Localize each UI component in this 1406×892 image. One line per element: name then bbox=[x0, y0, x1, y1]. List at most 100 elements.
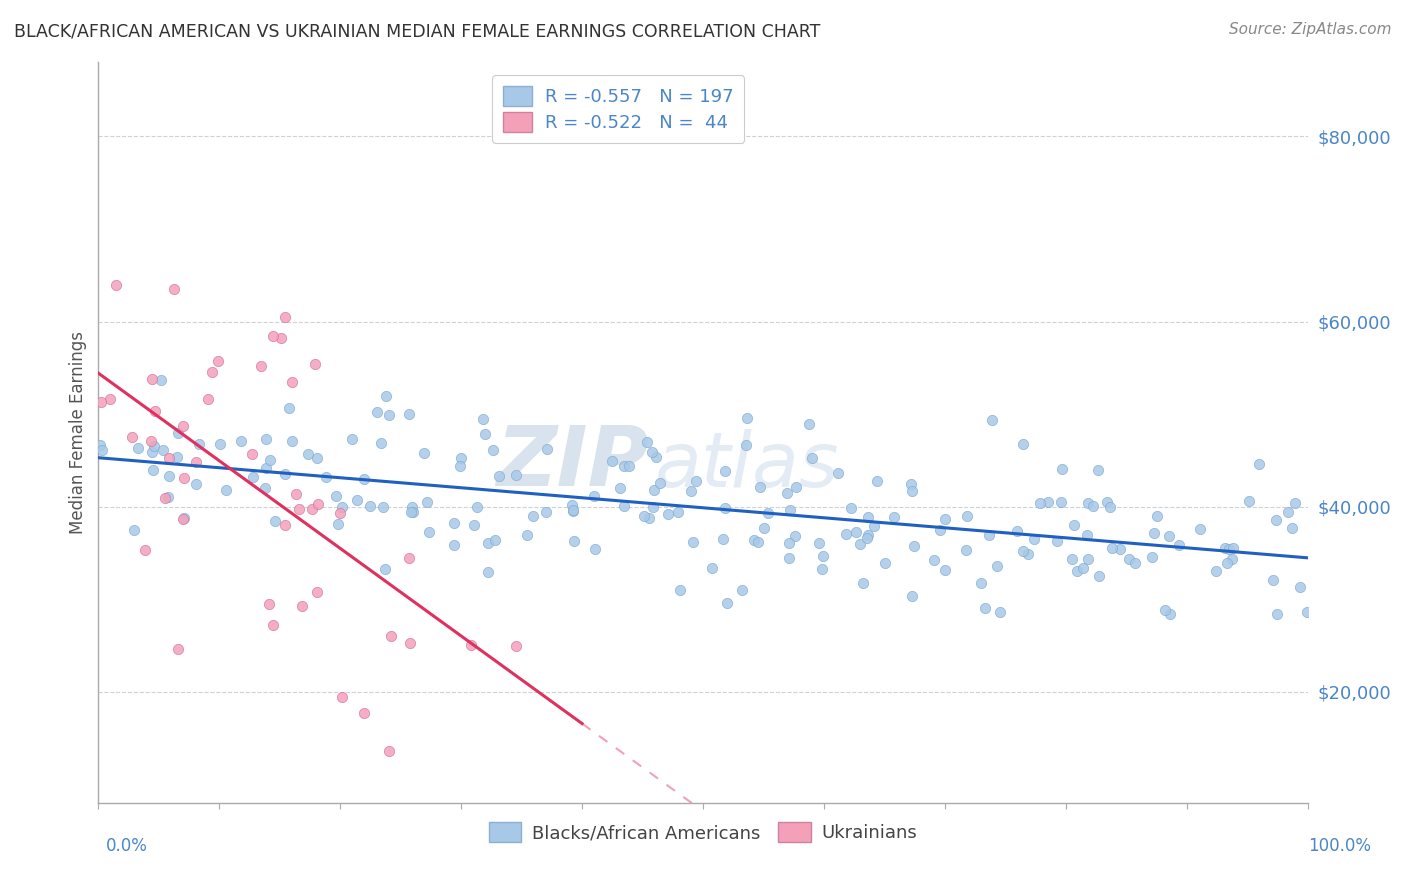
Point bbox=[1087, 568, 1109, 582]
Point bbox=[1146, 508, 1168, 523]
Point bbox=[863, 518, 886, 533]
Point bbox=[505, 639, 527, 653]
Point bbox=[641, 444, 664, 458]
Point bbox=[463, 518, 485, 533]
Point bbox=[172, 512, 194, 526]
Point bbox=[281, 434, 304, 449]
Point bbox=[779, 503, 801, 517]
Point bbox=[465, 500, 488, 515]
Point bbox=[1123, 556, 1146, 570]
Point bbox=[262, 328, 284, 343]
Point bbox=[666, 505, 689, 519]
Point bbox=[402, 505, 425, 519]
Point bbox=[1288, 580, 1310, 594]
Point bbox=[197, 392, 219, 406]
Point bbox=[157, 469, 180, 483]
Point bbox=[471, 411, 494, 425]
Point bbox=[783, 529, 806, 543]
Point bbox=[328, 516, 350, 531]
Point bbox=[242, 470, 264, 484]
Point bbox=[668, 582, 690, 597]
Point bbox=[90, 395, 112, 409]
Point bbox=[900, 483, 922, 498]
Point bbox=[274, 517, 297, 532]
Point bbox=[297, 447, 319, 461]
Point bbox=[254, 461, 277, 475]
Point bbox=[186, 476, 208, 491]
Point bbox=[928, 523, 950, 537]
Point bbox=[1066, 565, 1088, 579]
Text: atlas: atlas bbox=[655, 429, 839, 503]
Point bbox=[516, 527, 538, 541]
Point bbox=[374, 562, 396, 576]
Point bbox=[735, 438, 758, 452]
Point bbox=[278, 401, 301, 415]
Point bbox=[1024, 532, 1046, 546]
Point bbox=[711, 532, 734, 546]
Point bbox=[443, 538, 465, 552]
Point bbox=[250, 359, 273, 373]
Point bbox=[449, 458, 471, 473]
Point bbox=[650, 475, 672, 490]
Point bbox=[329, 506, 352, 520]
Point bbox=[922, 553, 945, 567]
Point bbox=[141, 372, 163, 386]
Point bbox=[281, 375, 304, 389]
Point bbox=[900, 590, 922, 604]
Point bbox=[1265, 607, 1288, 622]
Point bbox=[1188, 522, 1211, 536]
Point bbox=[534, 505, 557, 519]
Point bbox=[747, 535, 769, 549]
Point bbox=[855, 532, 877, 546]
Point bbox=[1296, 605, 1319, 619]
Text: ZIP: ZIP bbox=[496, 422, 648, 503]
Point bbox=[955, 542, 977, 557]
Point bbox=[731, 582, 754, 597]
Point bbox=[229, 434, 252, 448]
Point bbox=[186, 455, 208, 469]
Point bbox=[172, 418, 194, 433]
Point bbox=[1011, 436, 1033, 450]
Point bbox=[1077, 496, 1099, 510]
Point bbox=[1071, 561, 1094, 575]
Point bbox=[240, 447, 263, 461]
Point bbox=[988, 605, 1011, 619]
Point bbox=[756, 506, 779, 520]
Point bbox=[1076, 528, 1098, 542]
Point bbox=[858, 528, 880, 542]
Point bbox=[122, 523, 145, 537]
Point bbox=[536, 442, 558, 457]
Point bbox=[307, 497, 329, 511]
Point bbox=[609, 482, 631, 496]
Point bbox=[98, 392, 121, 406]
Point bbox=[979, 528, 1001, 542]
Point bbox=[1284, 496, 1306, 510]
Point bbox=[638, 511, 661, 525]
Point bbox=[398, 407, 420, 421]
Point bbox=[1142, 550, 1164, 565]
Text: 0.0%: 0.0% bbox=[105, 837, 148, 855]
Point bbox=[215, 483, 238, 497]
Point bbox=[301, 501, 323, 516]
Point bbox=[460, 638, 482, 652]
Point bbox=[685, 475, 707, 489]
Point bbox=[1237, 493, 1260, 508]
Point bbox=[735, 410, 758, 425]
Point bbox=[374, 389, 396, 403]
Point bbox=[330, 500, 353, 514]
Point bbox=[398, 636, 420, 650]
Point bbox=[1218, 541, 1240, 556]
Point bbox=[845, 524, 868, 539]
Point bbox=[980, 413, 1002, 427]
Point bbox=[1036, 494, 1059, 508]
Point bbox=[900, 476, 922, 491]
Point bbox=[1249, 457, 1271, 471]
Point bbox=[346, 493, 368, 508]
Text: Source: ZipAtlas.com: Source: ZipAtlas.com bbox=[1229, 22, 1392, 37]
Point bbox=[166, 450, 188, 464]
Point bbox=[377, 409, 399, 423]
Point bbox=[373, 500, 395, 514]
Point bbox=[1017, 547, 1039, 561]
Point bbox=[873, 556, 896, 570]
Point bbox=[813, 549, 835, 564]
